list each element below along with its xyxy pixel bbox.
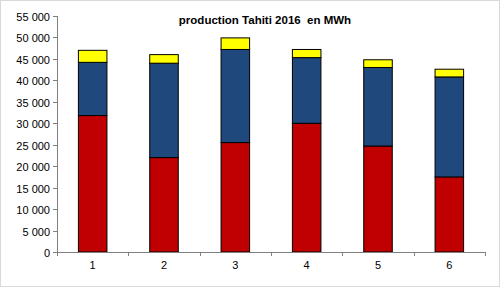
x-tick xyxy=(485,252,486,256)
y-tick xyxy=(53,59,57,60)
chart-border xyxy=(1,1,500,287)
y-tick xyxy=(53,37,57,38)
x-tick xyxy=(414,252,415,256)
bars xyxy=(78,38,463,252)
bar-segment xyxy=(150,55,179,64)
y-tick-label: 40 000 xyxy=(16,75,50,87)
y-tick xyxy=(53,188,57,189)
bar-segment xyxy=(78,62,107,115)
bar-segment xyxy=(435,177,464,252)
x-tick xyxy=(128,252,129,256)
bar-segment xyxy=(221,38,250,50)
chart: production Tahiti 2016 en MWh 0 5 000 10 00… xyxy=(0,0,500,287)
page: {"chart_data": {"type": "bar", "title": … xyxy=(0,0,500,287)
y-axis: 0 5 000 10 000 15 000 20 000 25 000 30 000 35 0… xyxy=(16,11,57,259)
y-tick-label: 10 000 xyxy=(16,204,50,216)
x-tick xyxy=(200,252,201,256)
y-axis-line xyxy=(57,16,58,252)
bar-segment xyxy=(364,146,393,252)
bar-segment xyxy=(292,123,321,252)
y-tick xyxy=(53,123,57,124)
y-tick xyxy=(53,231,57,232)
y-tick xyxy=(53,145,57,146)
title: production Tahiti 2016 en MWh xyxy=(179,14,351,26)
y-tick xyxy=(53,80,57,81)
bar-segment xyxy=(150,158,179,252)
bar-segment xyxy=(292,49,321,57)
bar-segment xyxy=(364,67,393,146)
bar-segment xyxy=(364,60,393,68)
x-tick-label: 2 xyxy=(161,259,167,271)
x-tick-label: 3 xyxy=(232,259,238,271)
y-tick xyxy=(53,209,57,210)
x-tick xyxy=(57,252,58,256)
bar-segment xyxy=(435,77,464,177)
y-tick-label: 50 000 xyxy=(16,32,50,44)
x-tick-label: 4 xyxy=(304,259,310,271)
y-tick-label: 45 000 xyxy=(16,54,50,66)
y-tick-label: 15 000 xyxy=(16,183,50,195)
x-tick-label: 6 xyxy=(446,259,452,271)
y-tick xyxy=(53,252,57,253)
bar-segment xyxy=(78,116,107,252)
bar-segment xyxy=(292,58,321,124)
y-tick-label: 55 000 xyxy=(16,11,50,23)
bar-segment xyxy=(150,63,179,157)
bar-segment xyxy=(221,49,250,142)
x-tick xyxy=(271,252,272,256)
x-tick xyxy=(342,252,343,256)
y-tick xyxy=(53,102,57,103)
y-tick-label: 30 000 xyxy=(16,118,50,130)
x-tick-label: 1 xyxy=(90,259,96,271)
y-tick-label: 20 000 xyxy=(16,161,50,173)
x-axis: 1 2 3 4 5 6 xyxy=(58,252,486,271)
bar-segment xyxy=(78,50,107,62)
y-tick-label: 0 xyxy=(44,247,50,259)
y-tick xyxy=(53,16,57,17)
y-tick-label: 25 000 xyxy=(16,140,50,152)
y-tick-label: 5 000 xyxy=(22,226,50,238)
bar-segment xyxy=(221,143,250,252)
y-tick xyxy=(53,166,57,167)
x-tick-label: 5 xyxy=(375,259,381,271)
y-tick-label: 35 000 xyxy=(16,97,50,109)
bar-segment xyxy=(435,69,464,77)
